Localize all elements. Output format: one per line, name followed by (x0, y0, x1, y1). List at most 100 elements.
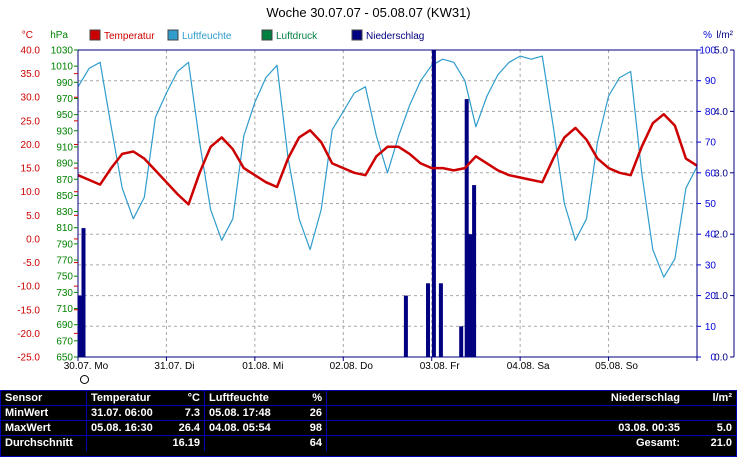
humidity-tick-label: 20 (705, 291, 717, 302)
humidity-tick-label: 30 (705, 260, 717, 271)
legend-label: Luftdruck (276, 31, 318, 42)
stats-min-rain-time (594, 406, 684, 421)
pressure-axis-unit: hPa (50, 30, 68, 41)
rain-tick-label: 1.0 (714, 291, 728, 302)
stats-max-temp-time: 05.08. 16:30 (87, 421, 167, 436)
temp-tick-label: -20.0 (17, 329, 40, 340)
stats-max-hum-time: 04.08. 05:54 (205, 421, 295, 436)
temp-tick-label: 10.0 (21, 187, 41, 198)
pressure-tick-label: 710 (56, 304, 73, 315)
pressure-tick-label: 970 (56, 94, 73, 105)
stats-header-rain-unit: l/m² (684, 391, 736, 406)
day-label: 01.08. Mi (242, 361, 283, 372)
stats-avg-temp-val: 16.19 (167, 436, 205, 451)
page-title: Woche 30.07.07 - 05.08.07 (KW31) (266, 5, 471, 20)
stats-min-spacer (327, 406, 594, 421)
pressure-tick-label: 1010 (51, 62, 74, 73)
humidity-tick-label: 0 (710, 353, 716, 364)
temp-tick-label: 30.0 (21, 93, 41, 104)
rain-bar (464, 99, 469, 357)
pressure-tick-label: 990 (56, 78, 73, 89)
pressure-tick-label: 690 (56, 320, 73, 331)
rain-bar (403, 295, 408, 357)
pressure-tick-label: 890 (56, 159, 73, 170)
temp-tick-label: 15.0 (21, 164, 41, 175)
rain-bar (438, 283, 443, 357)
legend-label: Niederschlag (366, 31, 424, 42)
temp-tick-label: 5.0 (26, 211, 40, 222)
pressure-tick-label: 730 (56, 288, 73, 299)
pressure-tick-label: 870 (56, 175, 73, 186)
temp-tick-label: -10.0 (17, 282, 40, 293)
temp-tick-label: 20.0 (21, 140, 41, 151)
day-label: 03.08. Fr (420, 361, 461, 372)
rain-tick-label: 3.0 (714, 168, 728, 179)
stats-header-spacer (327, 391, 594, 406)
temp-tick-label: 40.0 (21, 46, 41, 57)
pressure-tick-label: 750 (56, 272, 73, 283)
pressure-tick-label: 670 (56, 336, 73, 347)
legend-swatch (89, 29, 101, 41)
humidity-tick-label: 50 (705, 199, 717, 210)
humidity-tick-label: 100 (699, 46, 716, 57)
temp-tick-label: 0.0 (26, 234, 40, 245)
series-line-luftfeuchte (77, 55, 698, 278)
rain-bar (81, 228, 86, 357)
rain-bar (468, 234, 473, 357)
rain-tick-label: 5.0 (714, 46, 728, 57)
pressure-tick-label: 790 (56, 239, 73, 250)
rain-bar (77, 295, 82, 357)
temp-tick-label: -5.0 (23, 258, 41, 269)
stats-header-temp-unit: °C (167, 391, 205, 406)
legend-label: Temperatur (104, 31, 155, 42)
rain-tick-label: 0.0 (714, 353, 728, 364)
stats-max-rain-val: 5.0 (684, 421, 736, 436)
day-label: 31.07. Di (154, 361, 194, 372)
stats-header-temp-name: Temperatur (87, 391, 167, 406)
stats-max-spacer (327, 421, 594, 436)
rain-tick-label: 2.0 (714, 230, 728, 241)
rain-bar (426, 283, 430, 357)
legend-swatch (261, 29, 273, 41)
humidity-tick-label: 90 (705, 76, 717, 87)
stats-min-temp-time: 31.07. 06:00 (87, 406, 167, 421)
pressure-tick-label: 1030 (51, 46, 74, 57)
stats-max-rain-time: 03.08. 00:35 (594, 421, 684, 436)
timeline-slider-handle[interactable] (80, 375, 89, 384)
pressure-tick-label: 770 (56, 256, 73, 267)
stats-table: Sensor Temperatur °C Luftfeuchte % Niede… (0, 390, 737, 457)
stats-max-label: MaxWert (1, 421, 87, 436)
humidity-tick-label: 40 (705, 230, 717, 241)
legend-label: Luftfeuchte (182, 31, 232, 42)
humidity-tick-label: 70 (705, 138, 717, 149)
humidity-tick-label: 10 (705, 322, 717, 333)
stats-header-hum-name: Luftfeuchte (205, 391, 295, 406)
rain-axis-unit: l/m² (716, 30, 733, 41)
stats-avg-spacer (327, 436, 594, 451)
stats-min-temp-val: 7.3 (167, 406, 205, 421)
humidity-axis-unit: % (703, 30, 712, 41)
stats-min-rain-val (684, 406, 736, 421)
day-label: 04.08. Sa (507, 361, 550, 372)
stats-avg-hum-time (205, 436, 295, 451)
rain-bar (431, 50, 436, 357)
legend-swatch (351, 29, 363, 41)
stats-header-hum-unit: % (295, 391, 327, 406)
humidity-tick-label: 60 (705, 168, 717, 179)
pressure-tick-label: 810 (56, 223, 73, 234)
weather-chart[interactable]: 40.0 35.0 30.0 25.0 20.0 15.0 10.0 5.0 0.0 -5.0 -1… (0, 0, 737, 390)
pressure-tick-label: 950 (56, 110, 73, 121)
legend-item-luftfeuchte: Luftfeuchte (167, 29, 232, 42)
temp-tick-label: -15.0 (17, 305, 40, 316)
pressure-tick-label: 830 (56, 207, 73, 218)
rain-tick-label: 4.0 (714, 107, 728, 118)
legend-item-temperatur: Temperatur (89, 29, 155, 42)
stats-header-rain-name: Niederschlag (594, 391, 684, 406)
day-label: 02.08. Do (330, 361, 374, 372)
legend-swatch (167, 29, 179, 41)
stats-avg-rain-label: Gesamt: (635, 437, 680, 449)
pressure-tick-label: 850 (56, 191, 73, 202)
day-label: 30.07. Mo (64, 361, 109, 372)
pressure-tick-label: 910 (56, 142, 73, 153)
stats-avg-hum-val: 64 (295, 436, 327, 451)
